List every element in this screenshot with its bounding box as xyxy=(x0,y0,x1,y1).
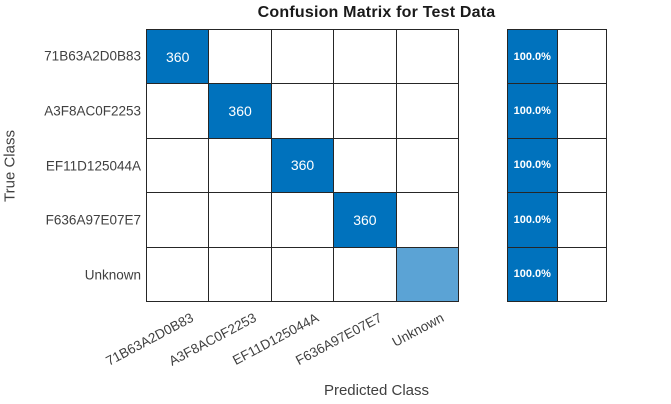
summary-cell-empty xyxy=(557,138,606,193)
summary-cell-filled: 100.0% xyxy=(508,193,557,247)
y-tick-label: 71B63A2D0B83 xyxy=(44,48,141,64)
matrix-cell xyxy=(396,30,458,84)
matrix-cell-diagonal: 360 xyxy=(271,138,334,193)
matrix-cell xyxy=(396,193,458,247)
x-tick-label: Unknown xyxy=(389,310,447,350)
matrix-cell xyxy=(147,84,209,138)
matrix-cell xyxy=(334,84,396,138)
matrix-cell-diagonal: 360 xyxy=(334,193,396,247)
y-tick-label: F636A97E07E7 xyxy=(45,212,141,228)
summary-cell-filled: 100.0% xyxy=(508,138,557,193)
matrix-cell xyxy=(209,30,271,84)
matrix-cell xyxy=(147,247,209,301)
confusion-matrix-grid: 360 360 360 360 xyxy=(146,29,459,302)
summary-cell-empty xyxy=(557,84,606,138)
summary-cell-filled: 100.0% xyxy=(508,84,557,138)
row-summary-grid: 100.0% 100.0% 100.0% 100.0% 100.0% xyxy=(507,29,607,302)
matrix-cell xyxy=(209,138,271,193)
matrix-cell xyxy=(334,30,396,84)
matrix-cell xyxy=(271,193,334,247)
summary-cell-filled: 100.0% xyxy=(508,30,557,84)
matrix-cell-diagonal: 360 xyxy=(147,30,209,84)
summary-cell-empty xyxy=(557,247,606,301)
matrix-cell xyxy=(396,84,458,138)
matrix-cell xyxy=(334,138,396,193)
matrix-cell xyxy=(396,138,458,193)
matrix-cell xyxy=(271,84,334,138)
matrix-cell xyxy=(147,193,209,247)
matrix-cell xyxy=(271,30,334,84)
summary-cell-filled: 100.0% xyxy=(508,247,557,301)
matrix-cell xyxy=(209,247,271,301)
matrix-cell xyxy=(334,247,396,301)
matrix-cell xyxy=(147,138,209,193)
matrix-cell-diagonal: 360 xyxy=(209,84,271,138)
matrix-cell-diagonal xyxy=(396,247,458,301)
y-axis-label: True Class xyxy=(1,130,19,202)
summary-cell-empty xyxy=(557,193,606,247)
y-tick-label: Unknown xyxy=(84,267,141,283)
y-tick-label: A3F8AC0F2253 xyxy=(44,103,141,119)
matrix-cell xyxy=(271,247,334,301)
chart-title: Confusion Matrix for Test Data xyxy=(257,4,496,21)
summary-cell-empty xyxy=(557,30,606,84)
y-tick-label: EF11D125044A xyxy=(45,158,141,173)
matrix-cell xyxy=(209,193,271,247)
x-axis-label: Predicted Class xyxy=(323,382,430,399)
